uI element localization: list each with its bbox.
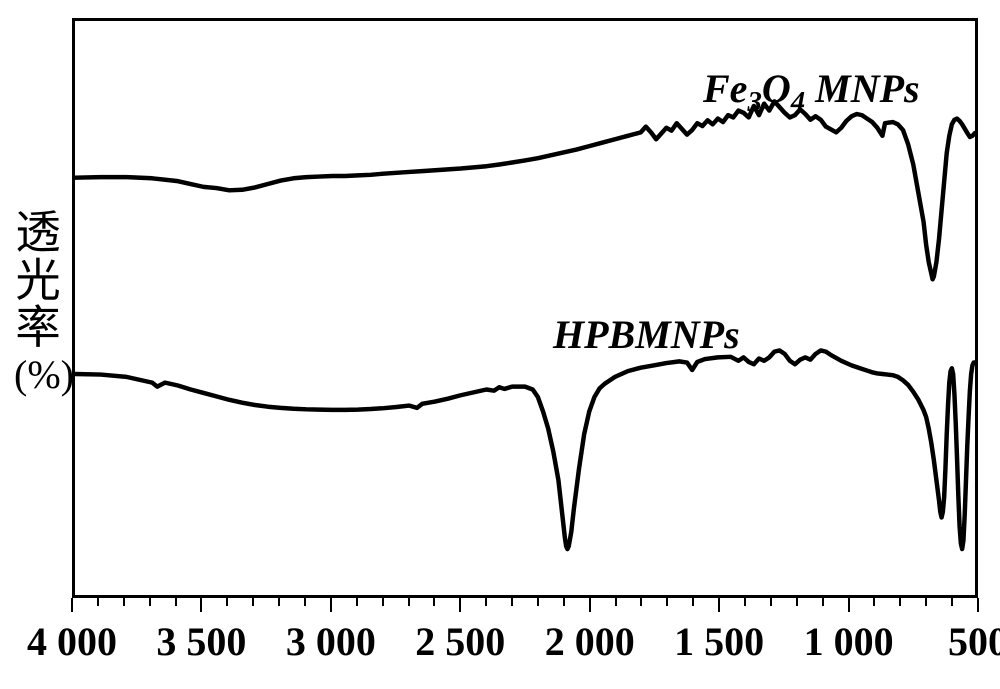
x-tick-minor xyxy=(640,598,642,606)
y-label-pct: (%) xyxy=(14,353,62,397)
x-tick-major xyxy=(71,598,73,612)
series-hpbmnps-line xyxy=(75,350,975,549)
series-fe3o4-label: Fe3O4 MNPs xyxy=(703,65,920,119)
x-tick-label: 3 000 xyxy=(286,618,376,665)
x-tick-label: 2 500 xyxy=(415,618,505,665)
x-tick-minor xyxy=(97,598,99,606)
x-tick-minor xyxy=(822,598,824,606)
x-tick-major xyxy=(200,598,202,612)
x-tick-minor xyxy=(356,598,358,606)
x-tick-minor xyxy=(615,598,617,606)
x-tick-major xyxy=(848,598,850,612)
x-tick-minor xyxy=(175,598,177,606)
x-tick-minor xyxy=(433,598,435,606)
x-tick-minor xyxy=(770,598,772,606)
x-tick-minor xyxy=(511,598,513,606)
x-tick-minor xyxy=(226,598,228,606)
x-tick-major xyxy=(459,598,461,612)
x-tick-minor xyxy=(796,598,798,606)
series-fe3o4-line xyxy=(75,101,975,279)
x-tick-label: 1 500 xyxy=(674,618,764,665)
x-tick-minor xyxy=(304,598,306,606)
x-tick-minor xyxy=(382,598,384,606)
x-tick-minor xyxy=(951,598,953,606)
x-tick-major xyxy=(977,598,979,612)
x-tick-minor xyxy=(873,598,875,606)
x-tick-label: 2 000 xyxy=(545,618,635,665)
y-axis-label: 透 光 率 (%) xyxy=(14,210,62,397)
ftir-figure: 透 光 率 (%) Fe3O4 MNPs HPBMNPs 4 000 3 500 3… xyxy=(0,0,1000,689)
x-tick-minor xyxy=(925,598,927,606)
x-tick-minor xyxy=(485,598,487,606)
x-tick-minor xyxy=(537,598,539,606)
x-tick-minor xyxy=(563,598,565,606)
x-axis-labels: 4 0003 5003 0002 5002 0001 5001 000500 xyxy=(72,618,978,668)
plot-area: Fe3O4 MNPs HPBMNPs xyxy=(72,18,978,598)
y-label-char-1: 透 xyxy=(14,210,62,258)
x-tick-minor xyxy=(744,598,746,606)
x-tick-label: 500 xyxy=(948,618,1000,665)
series-hpbmnps-label: HPBMNPs xyxy=(553,311,740,358)
x-tick-minor xyxy=(252,598,254,606)
x-tick-minor xyxy=(666,598,668,606)
x-tick-minor xyxy=(278,598,280,606)
x-tick-minor xyxy=(149,598,151,606)
x-tick-major xyxy=(330,598,332,612)
x-tick-label: 1 000 xyxy=(804,618,894,665)
y-label-char-2: 光 xyxy=(14,258,62,306)
x-tick-minor xyxy=(692,598,694,606)
x-tick-label: 3 500 xyxy=(156,618,246,665)
x-tick-major xyxy=(589,598,591,612)
x-tick-minor xyxy=(899,598,901,606)
x-tick-major xyxy=(718,598,720,612)
y-label-char-3: 率 xyxy=(14,305,62,353)
x-tick-minor xyxy=(123,598,125,606)
x-tick-label: 4 000 xyxy=(27,618,117,665)
x-tick-minor xyxy=(408,598,410,606)
